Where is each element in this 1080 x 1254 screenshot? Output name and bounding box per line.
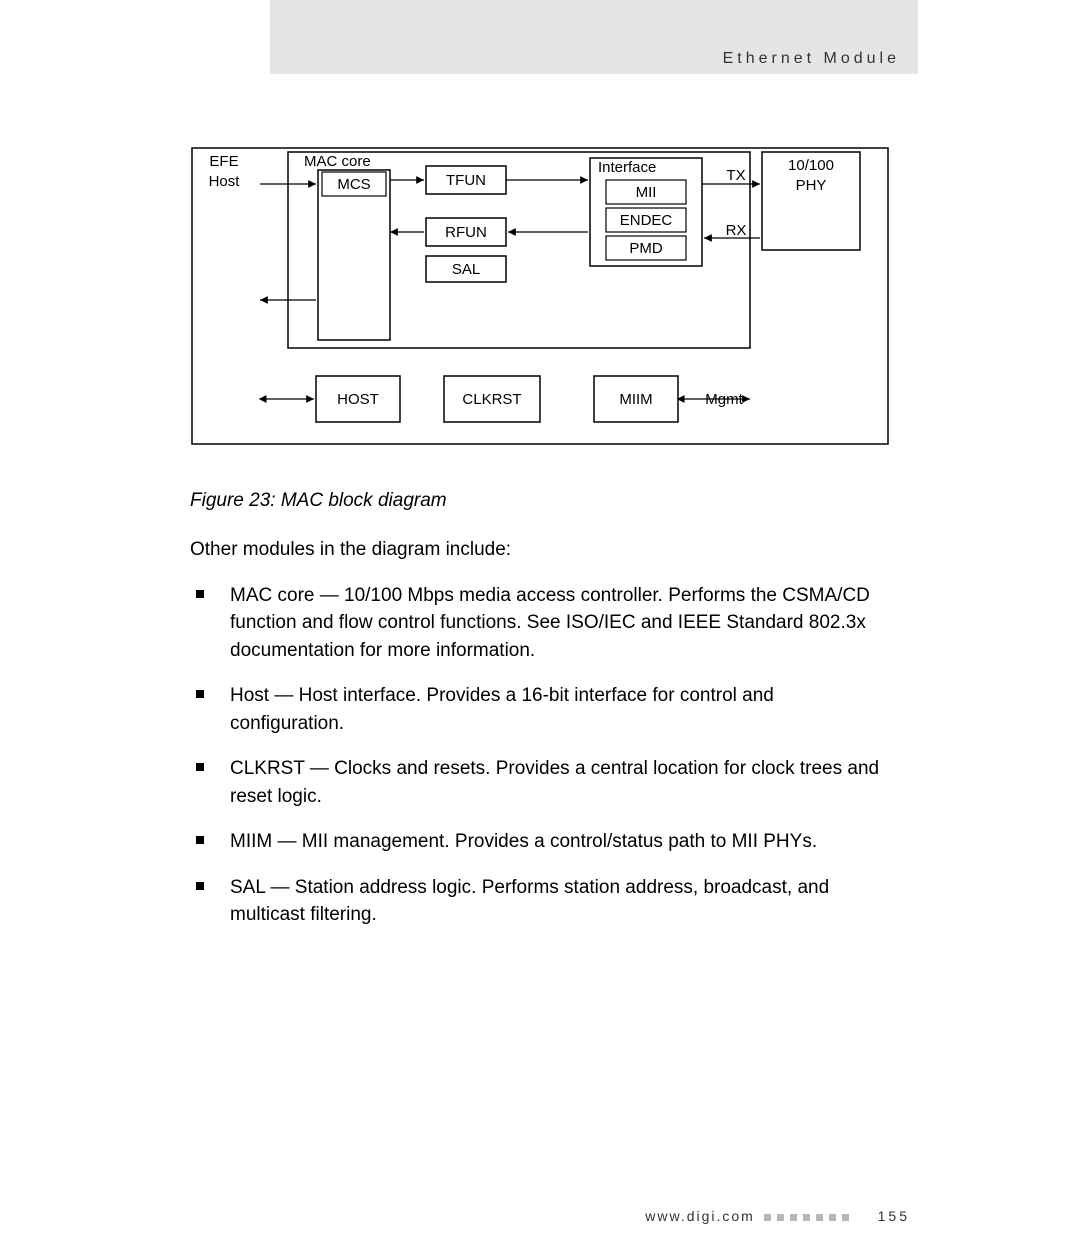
- body-text: Other modules in the diagram include: MA…: [190, 536, 890, 947]
- rx-label: RX: [726, 222, 747, 239]
- efe-label: EFE: [209, 153, 238, 170]
- sal-label: SAL: [452, 261, 480, 278]
- miim-label: MIIM: [619, 391, 652, 408]
- page-number: 155: [878, 1208, 910, 1224]
- phy-bottom-label: PHY: [796, 177, 827, 194]
- rfun-label: RFUN: [445, 224, 487, 241]
- endec-label: ENDEC: [620, 212, 673, 229]
- figure-caption: Figure 23: MAC block diagram: [190, 490, 447, 512]
- list-item: MIIM — MII management. Provides a contro…: [230, 828, 890, 856]
- host-box-label: HOST: [337, 391, 379, 408]
- host-label: Host: [209, 173, 241, 190]
- phy-top-label: 10/100: [788, 157, 834, 174]
- intro-text: Other modules in the diagram include:: [190, 536, 890, 564]
- mac-block-diagram: EFE Host MAC core MCS TFUN RFUN SAL Inte…: [190, 140, 890, 450]
- clkrst-label: CLKRST: [462, 391, 521, 408]
- mcs-label: MCS: [337, 176, 370, 193]
- list-item: CLKRST — Clocks and resets. Provides a c…: [230, 755, 890, 810]
- list-item: MAC core — 10/100 Mbps media access cont…: [230, 582, 890, 665]
- footer: www.digi.com 155: [645, 1208, 910, 1224]
- footer-squares: [761, 1208, 858, 1224]
- footer-url: www.digi.com: [645, 1208, 755, 1224]
- mac-core-label: MAC core: [304, 153, 371, 170]
- interface-label: Interface: [598, 159, 656, 176]
- tfun-label: TFUN: [446, 172, 486, 189]
- bullet-list: MAC core — 10/100 Mbps media access cont…: [190, 582, 890, 929]
- header-title: Ethernet Module: [723, 50, 900, 68]
- mii-label: MII: [636, 184, 657, 201]
- list-item: SAL — Station address logic. Performs st…: [230, 874, 890, 929]
- list-item: Host — Host interface. Provides a 16-bit…: [230, 682, 890, 737]
- pmd-label: PMD: [629, 240, 663, 257]
- tx-label: TX: [726, 167, 745, 184]
